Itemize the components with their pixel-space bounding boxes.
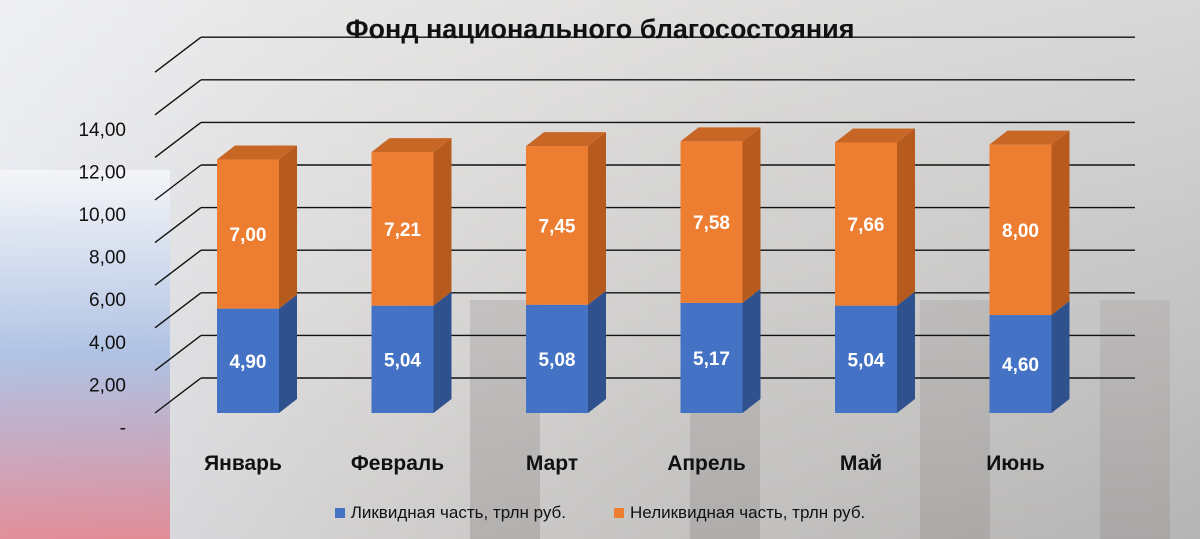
- legend-item-liquid: Ликвидная часть, трлн руб.: [334, 503, 567, 523]
- bar-top-4: [680, 127, 761, 142]
- bar-side-liquid-2: [433, 291, 452, 413]
- bar-top-3: [526, 132, 606, 147]
- bar-side-illiquid-4: [742, 127, 761, 303]
- data-label-liquid-3: 5,08: [539, 350, 576, 371]
- bar-liquid-4: [680, 302, 743, 413]
- gridline-diagonal: [154, 377, 202, 414]
- y-tick-label: 8,00: [89, 248, 126, 269]
- y-tick-label: 4,00: [89, 333, 126, 354]
- data-label-illiquid-6: 8,00: [1002, 221, 1039, 242]
- bar-liquid-6: [989, 315, 1052, 413]
- data-label-illiquid-5: 7,66: [848, 215, 885, 236]
- data-label-liquid-6: 4,60: [1002, 355, 1039, 376]
- bar-side-illiquid-3: [588, 132, 606, 305]
- x-tick-label: Март: [526, 452, 578, 475]
- bar-illiquid-2: [371, 152, 434, 306]
- data-label-illiquid-3: 7,45: [539, 216, 576, 237]
- gridline-diagonal: [154, 36, 202, 73]
- bar-top-6: [989, 130, 1070, 145]
- legend: Ликвидная часть, трлн руб. Неликвидная ч…: [0, 503, 1200, 523]
- gridline-diagonal: [154, 249, 202, 286]
- legend-label-illiquid: Неликвидная часть, трлн руб.: [630, 503, 866, 522]
- bar-side-liquid-5: [897, 291, 915, 413]
- bar-side-illiquid-1: [279, 145, 297, 309]
- data-label-liquid-1: 4,90: [230, 352, 267, 373]
- bar-liquid-5: [835, 305, 897, 413]
- bar-liquid-3: [526, 304, 588, 413]
- data-label-illiquid-4: 7,58: [693, 213, 730, 234]
- gridline-diagonal: [154, 121, 202, 158]
- bar-top-5: [835, 128, 915, 143]
- y-tick-label: 14,00: [78, 120, 126, 141]
- gridline-diagonal: [154, 292, 202, 329]
- bar-side-illiquid-6: [1051, 130, 1070, 316]
- x-tick-label: Май: [840, 452, 882, 475]
- gridline-diagonal: [154, 79, 202, 116]
- data-label-liquid-2: 5,04: [384, 350, 421, 371]
- chart-title: Фонд национального благосостояния: [345, 14, 855, 44]
- x-tick-label: Февраль: [351, 452, 444, 475]
- bar-side-liquid-1: [279, 294, 297, 413]
- bar-side-illiquid-2: [433, 138, 452, 306]
- data-label-liquid-5: 5,04: [848, 350, 885, 371]
- y-tick-label: 2,00: [89, 375, 126, 396]
- bar-illiquid-6: [989, 144, 1052, 316]
- x-tick-label: Апрель: [667, 452, 746, 475]
- bar-side-illiquid-5: [897, 128, 915, 306]
- gridline-diagonal: [154, 164, 202, 201]
- bar-illiquid-4: [680, 141, 743, 303]
- x-tick-label: Январь: [204, 452, 282, 475]
- bar-illiquid-1: [217, 159, 279, 309]
- bar-side-liquid-4: [742, 288, 761, 413]
- bar-illiquid-3: [526, 146, 588, 305]
- data-label-illiquid-2: 7,21: [384, 220, 421, 241]
- legend-label-liquid: Ликвидная часть, трлн руб.: [350, 503, 567, 522]
- bar-liquid-1: [217, 308, 279, 413]
- x-tick-label: Июнь: [986, 452, 1045, 475]
- bar-top-2: [371, 138, 452, 153]
- legend-swatch-illiquid: [614, 508, 625, 518]
- gridline-diagonal: [154, 207, 202, 244]
- data-label-liquid-4: 5,17: [693, 349, 730, 370]
- bar-illiquid-5: [835, 142, 897, 306]
- data-label-illiquid-1: 7,00: [230, 225, 267, 246]
- bar-side-liquid-6: [1051, 301, 1070, 413]
- bar-liquid-2: [371, 305, 434, 413]
- y-tick-label: 10,00: [78, 205, 126, 226]
- gridline-diagonal: [154, 334, 202, 371]
- y-tick-label: 6,00: [89, 290, 126, 311]
- bar-side-liquid-3: [588, 290, 606, 413]
- y-tick-label: 12,00: [78, 162, 126, 183]
- bar-top-1: [217, 145, 297, 160]
- legend-swatch-liquid: [334, 508, 345, 518]
- y-tick-label: -: [120, 418, 126, 439]
- legend-item-illiquid: Неликвидная часть, трлн руб.: [614, 503, 865, 523]
